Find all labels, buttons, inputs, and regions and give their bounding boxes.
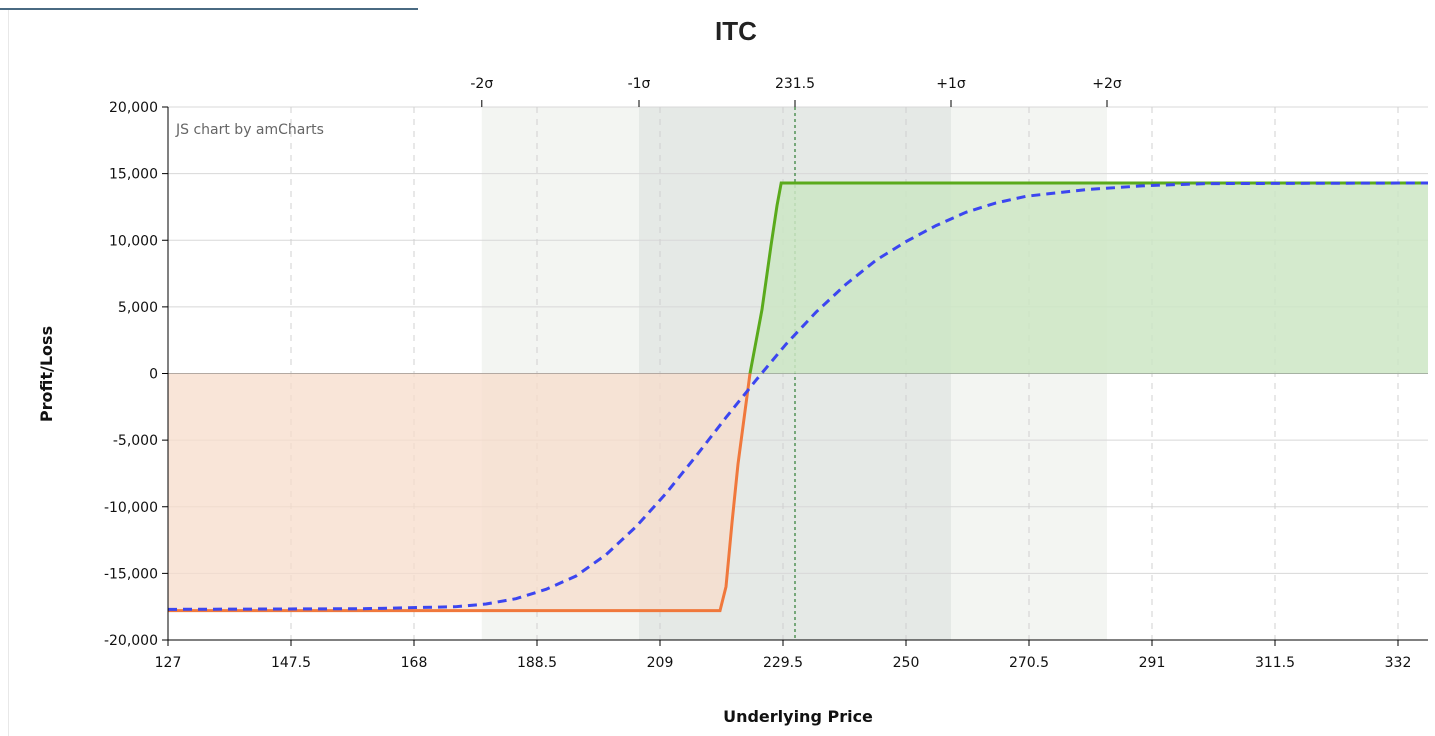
loss-area	[168, 373, 750, 611]
y-tick-label: -5,000	[113, 433, 158, 449]
x-tick-label: 332	[1385, 655, 1412, 671]
top-rule	[0, 8, 418, 10]
top-tick-label: 231.5	[775, 76, 815, 92]
chart-credit: JS chart by amCharts	[175, 122, 324, 138]
x-tick-label: 168	[401, 655, 428, 671]
expected-pl-dashed-line	[167, 181, 1429, 611]
x-tick-label: 291	[1139, 655, 1166, 671]
x-tick-label: 311.5	[1255, 655, 1295, 671]
x-tick-label: 209	[647, 655, 674, 671]
y-tick-label: 5,000	[118, 300, 158, 316]
top-tick-label: -1σ	[628, 76, 651, 92]
y-tick-label: 0	[149, 367, 158, 383]
payoff-line-loss	[168, 373, 752, 613]
x-tick-label: 250	[893, 655, 920, 671]
y-tick-label: 20,000	[109, 100, 158, 116]
top-tick-label: +1σ	[936, 76, 966, 92]
x-tick-label: 127	[155, 655, 182, 671]
payoff-line-profit	[748, 181, 1428, 374]
x-tick-label: 147.5	[271, 655, 311, 671]
left-rule	[8, 10, 9, 736]
top-tick-label: -2σ	[470, 76, 493, 92]
axes: -20,000 -15,000 -10,000 -5,000 0 5,000 10,000 1…	[104, 76, 1428, 671]
profit-area	[750, 182, 1428, 374]
x-axis-label: Underlying Price	[723, 707, 873, 726]
series-lines	[167, 181, 1429, 613]
y-tick-label: -15,000	[104, 566, 158, 582]
x-tick-label: 188.5	[517, 655, 557, 671]
y-tick-label: 10,000	[109, 233, 158, 249]
y-tick-label: -20,000	[104, 633, 158, 649]
y-tick-label: 15,000	[109, 167, 158, 183]
x-tick-label: 229.5	[763, 655, 803, 671]
profit-loss-fills	[168, 182, 1428, 611]
top-tick-label: +2σ	[1092, 76, 1122, 92]
y-axis-label: Profit/Loss	[37, 326, 56, 422]
chart-title: ITC	[715, 16, 757, 46]
x-tick-label: 270.5	[1009, 655, 1049, 671]
y-tick-label: -10,000	[104, 500, 158, 516]
